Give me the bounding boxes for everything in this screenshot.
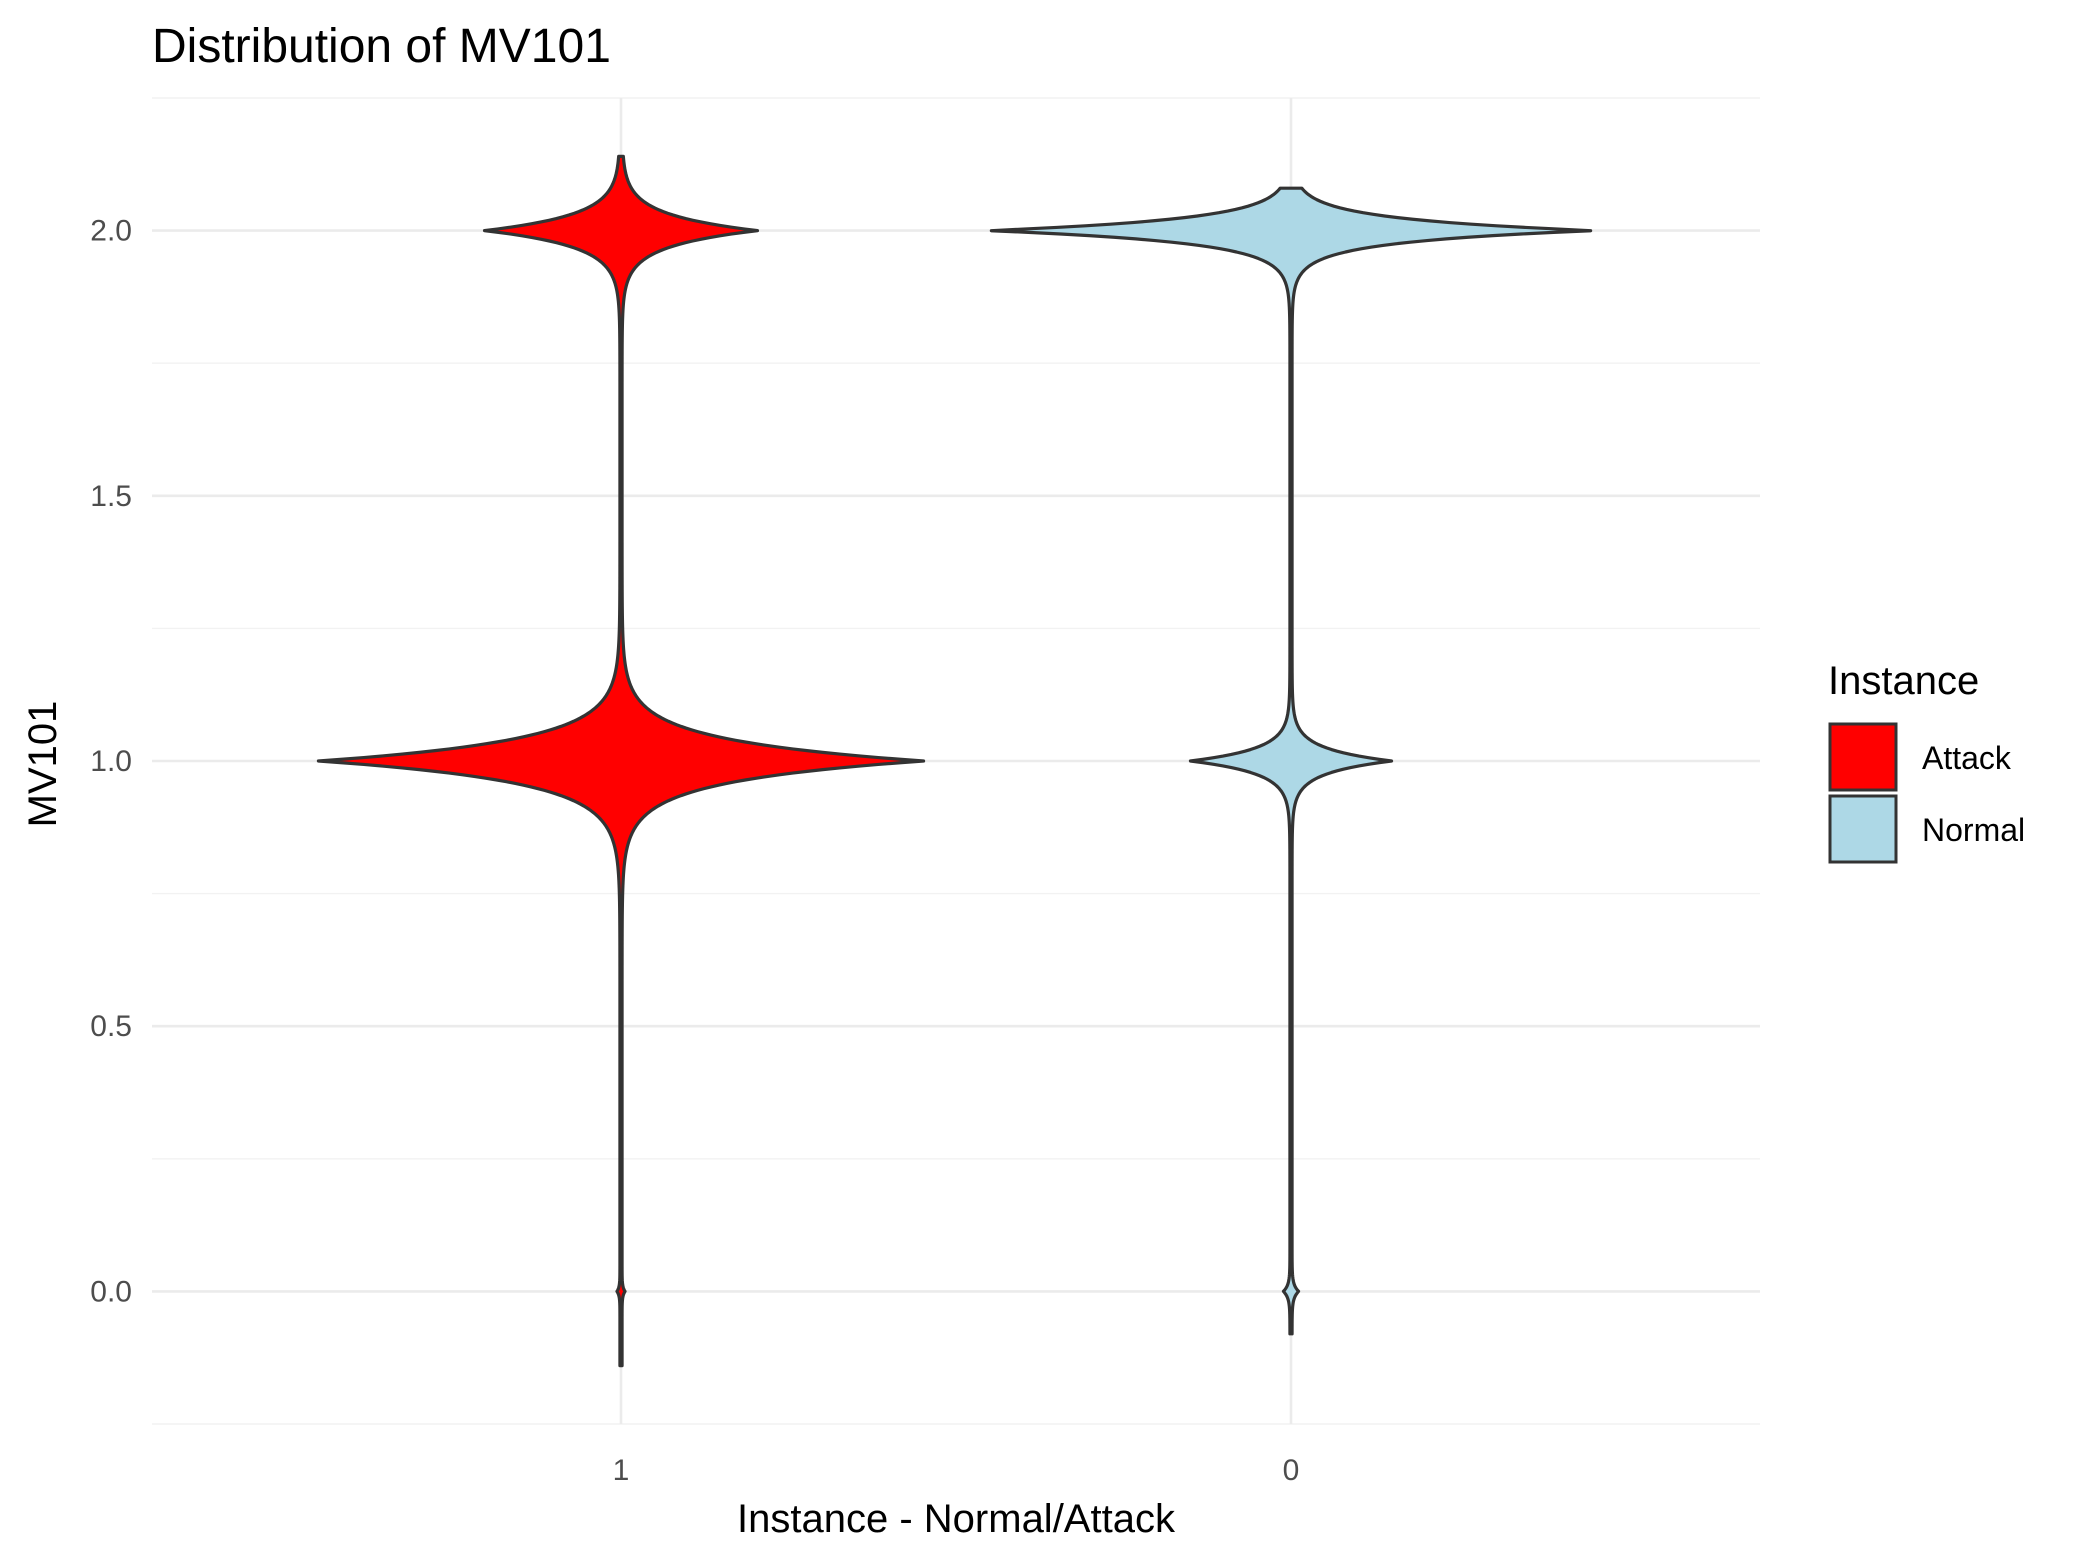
y-tick-label: 0.5 [90, 1010, 132, 1043]
violin-normal [989, 186, 1593, 1336]
x-tick-label: 0 [1283, 1454, 1300, 1487]
y-tick-label: 1.5 [90, 480, 132, 513]
legend-title: Instance [1828, 659, 1979, 703]
y-tick-label: 1.0 [90, 745, 132, 778]
legend-label-attack: Attack [1922, 740, 2012, 776]
x-axis-title: Instance - Normal/Attack [737, 1497, 1176, 1541]
legend-swatch-attack [1828, 722, 1898, 792]
y-tick-label: 2.0 [90, 215, 132, 248]
legend-swatch-normal [1828, 794, 1898, 864]
y-axis-ticks: 0.0 0.5 1.0 1.5 2.0 [90, 215, 132, 1309]
y-tick-label: 0.0 [90, 1275, 132, 1308]
legend-label-normal: Normal [1922, 812, 2025, 848]
violins [316, 154, 1593, 1368]
x-tick-label: 1 [613, 1454, 630, 1487]
legend: Instance Attack Normal [1828, 659, 2025, 864]
chart-title: Distribution of MV101 [152, 20, 611, 73]
violin-attack [316, 154, 926, 1368]
y-axis-title: MV101 [21, 701, 65, 828]
